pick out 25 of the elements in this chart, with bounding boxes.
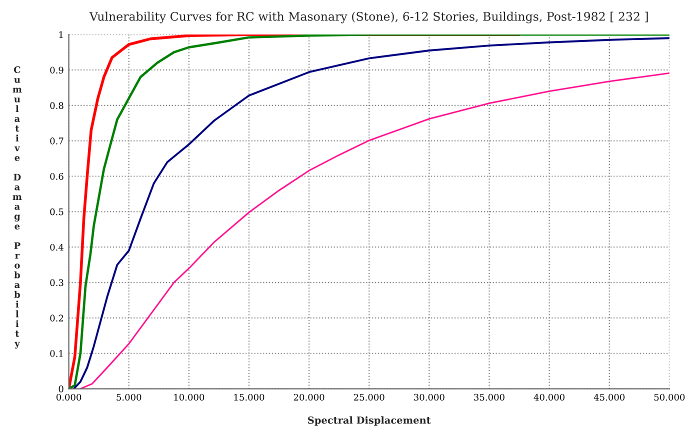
chart-title: Vulnerability Curves for RC with Masonary (Stone), 6-12 Stories, Buildings, Post-1982 [ 232 ] — [89, 12, 648, 24]
y-tick-label: 0.5 — [50, 208, 64, 216]
y-tick-label: 0.8 — [50, 102, 64, 109]
x-tick-label: 50.000 — [654, 394, 685, 401]
y-tick-label: 0.1 — [50, 350, 63, 357]
x-tick-label: 15.000 — [234, 394, 264, 401]
y-tick-label: 0.4 — [50, 244, 64, 251]
y-tick-label: 0.6 — [50, 172, 64, 180]
y-tick-label: 0 — [58, 386, 64, 392]
x-tick-label: 5.000 — [116, 394, 142, 401]
x-tick-label: 30.000 — [414, 394, 444, 401]
x-tick-label: 10.000 — [174, 394, 204, 401]
y-tick-label: 0.7 — [50, 138, 64, 144]
x-tick-label: 20.000 — [294, 394, 324, 401]
x-tick-label: 45.000 — [594, 394, 625, 401]
x-axis-title: Spectral Displacement — [308, 416, 431, 426]
x-tick-label: 40.000 — [534, 394, 564, 401]
y-tick-label: 0.9 — [50, 66, 64, 74]
text: Cumulative Damage Probability — [12, 66, 22, 349]
y-tick-label: 1 — [59, 31, 63, 38]
x-tick-label: 35.000 — [474, 394, 504, 401]
y-tick-label: 0.2 — [50, 314, 64, 322]
y-tick-label: 0.3 — [50, 279, 64, 286]
x-tick-label: 25.000 — [354, 394, 384, 401]
x-tick-label: 0.000 — [56, 394, 82, 401]
